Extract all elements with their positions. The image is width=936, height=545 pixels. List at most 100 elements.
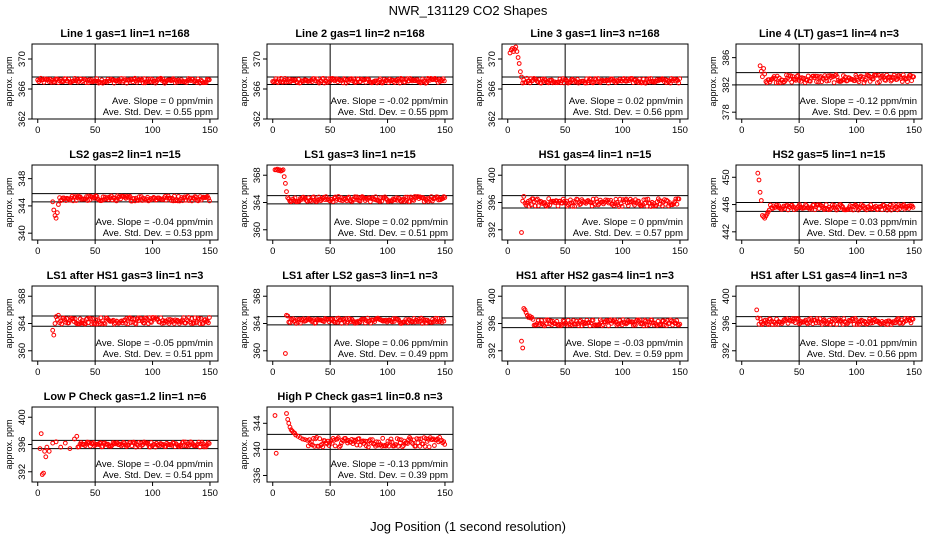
data-point — [839, 77, 845, 83]
data-point — [136, 77, 142, 83]
panel-title: Low P Check gas=1.2 lin=1 n=6 — [44, 391, 207, 403]
data-point — [283, 181, 288, 186]
data-point — [800, 206, 805, 211]
panel-title: HS1 after HS2 gas=4 lin=1 n=3 — [516, 270, 674, 282]
x-tick-label: 50 — [560, 246, 571, 257]
data-point — [775, 80, 781, 85]
stdev-annotation: Ave. Std. Dev. = 0.57 ppm — [573, 228, 683, 239]
slope-annotation: Ave. Slope = -0.13 ppm/min — [331, 459, 448, 470]
data-point — [677, 321, 683, 327]
data-point — [54, 210, 60, 216]
data-point — [108, 76, 114, 82]
x-tick-label: 150 — [672, 367, 688, 378]
plot-frame — [266, 43, 454, 120]
data-point — [283, 351, 288, 356]
x-tick-label: 150 — [672, 246, 688, 257]
data-point — [206, 195, 211, 201]
data-point — [532, 203, 538, 209]
y-tick-label: 392 — [487, 343, 498, 359]
stdev-annotation: Ave. Std. Dev. = 0.53 ppm — [103, 228, 213, 239]
data-point — [803, 317, 808, 323]
data-point — [898, 320, 903, 326]
data-point — [890, 320, 895, 326]
slope-annotation: Ave. Slope = 0.03 ppm/min — [803, 217, 917, 228]
data-point — [795, 316, 801, 322]
chart-panel: Line 1 gas=1 lin=1 n=168 362 366 370approx.… — [4, 28, 219, 136]
data-point — [441, 194, 447, 200]
x-tick-label: 50 — [90, 125, 101, 136]
plot-frame — [266, 406, 454, 483]
x-tick-label: 150 — [437, 246, 453, 257]
x-tick-label: 50 — [325, 246, 336, 257]
data-point — [135, 315, 141, 321]
data-point — [650, 79, 656, 85]
slope-annotation: Ave. Slope = 0.02 ppm/min — [334, 217, 448, 228]
data-point — [571, 199, 576, 205]
data-point — [79, 318, 85, 323]
data-point — [804, 320, 809, 326]
data-point — [762, 71, 768, 77]
data-point — [127, 193, 133, 199]
data-point — [639, 203, 645, 209]
data-point — [132, 75, 138, 81]
slope-annotation: Ave. Slope = -0.02 ppm/min — [331, 96, 448, 107]
data-point — [394, 78, 400, 83]
data-point — [365, 444, 371, 450]
x-tick-label: 150 — [906, 125, 922, 136]
x-tick-label: 50 — [90, 488, 101, 499]
x-tick-label: 0 — [270, 125, 275, 136]
data-point — [167, 195, 173, 201]
chart-panels: Line 1 gas=1 lin=1 n=168362366370approx.… — [4, 28, 923, 499]
data-point — [793, 316, 799, 321]
data-point — [432, 443, 437, 448]
data-point — [756, 177, 762, 183]
data-point — [136, 440, 142, 445]
x-tick-label: 150 — [437, 367, 453, 378]
y-tick-label: 360 — [17, 343, 28, 359]
data-point — [417, 79, 422, 85]
data-point — [761, 66, 766, 71]
data-point — [114, 198, 119, 204]
x-tick-label: 150 — [437, 125, 453, 136]
data-point — [340, 80, 346, 86]
data-point — [812, 207, 818, 213]
data-point — [606, 80, 611, 86]
slope-annotation: Ave. Slope = -0.04 ppm/min — [96, 459, 213, 470]
stdev-annotation: Ave. Std. Dev. = 0.55 ppm — [103, 107, 213, 118]
data-point — [285, 417, 291, 422]
x-tick-label: 50 — [90, 246, 101, 257]
panel-title: LS1 after HS1 gas=3 lin=1 n=3 — [47, 270, 204, 282]
stdev-annotation: Ave. Std. Dev. = 0.55 ppm — [338, 107, 448, 118]
data-point — [785, 320, 791, 326]
y-tick-label: 340 — [17, 225, 28, 241]
data-point — [905, 79, 910, 85]
data-point — [370, 437, 375, 443]
data-point — [88, 316, 93, 322]
data-point — [622, 320, 628, 326]
data-point — [617, 196, 623, 202]
data-point — [123, 77, 128, 83]
x-tick-label: 0 — [739, 125, 744, 136]
x-tick-label: 0 — [35, 367, 40, 378]
data-point — [874, 73, 879, 78]
x-tick-label: 100 — [145, 125, 161, 136]
chart-panel: Line 4 (LT) gas=1 lin=4 n=3 378 382 386appr… — [708, 28, 923, 136]
y-tick-label: 364 — [252, 316, 263, 332]
data-point — [188, 320, 194, 326]
data-point — [46, 448, 52, 454]
y-axis-label: approx. ppm — [708, 177, 718, 227]
plot-frame — [31, 43, 219, 120]
y-tick-label: 340 — [252, 441, 263, 457]
y-axis-label: approx. ppm — [708, 56, 718, 106]
data-point — [852, 78, 858, 84]
slope-annotation: Ave. Slope = 0 ppm/min — [582, 217, 683, 228]
data-point — [868, 202, 874, 208]
x-tick-label: 100 — [145, 367, 161, 378]
y-axis-label: approx. ppm — [239, 56, 249, 106]
data-point — [633, 322, 638, 328]
y-tick-label: 370 — [252, 51, 263, 67]
x-tick-label: 0 — [505, 125, 510, 136]
slope-annotation: Ave. Slope = -0.01 ppm/min — [800, 338, 917, 349]
data-point — [139, 443, 145, 448]
